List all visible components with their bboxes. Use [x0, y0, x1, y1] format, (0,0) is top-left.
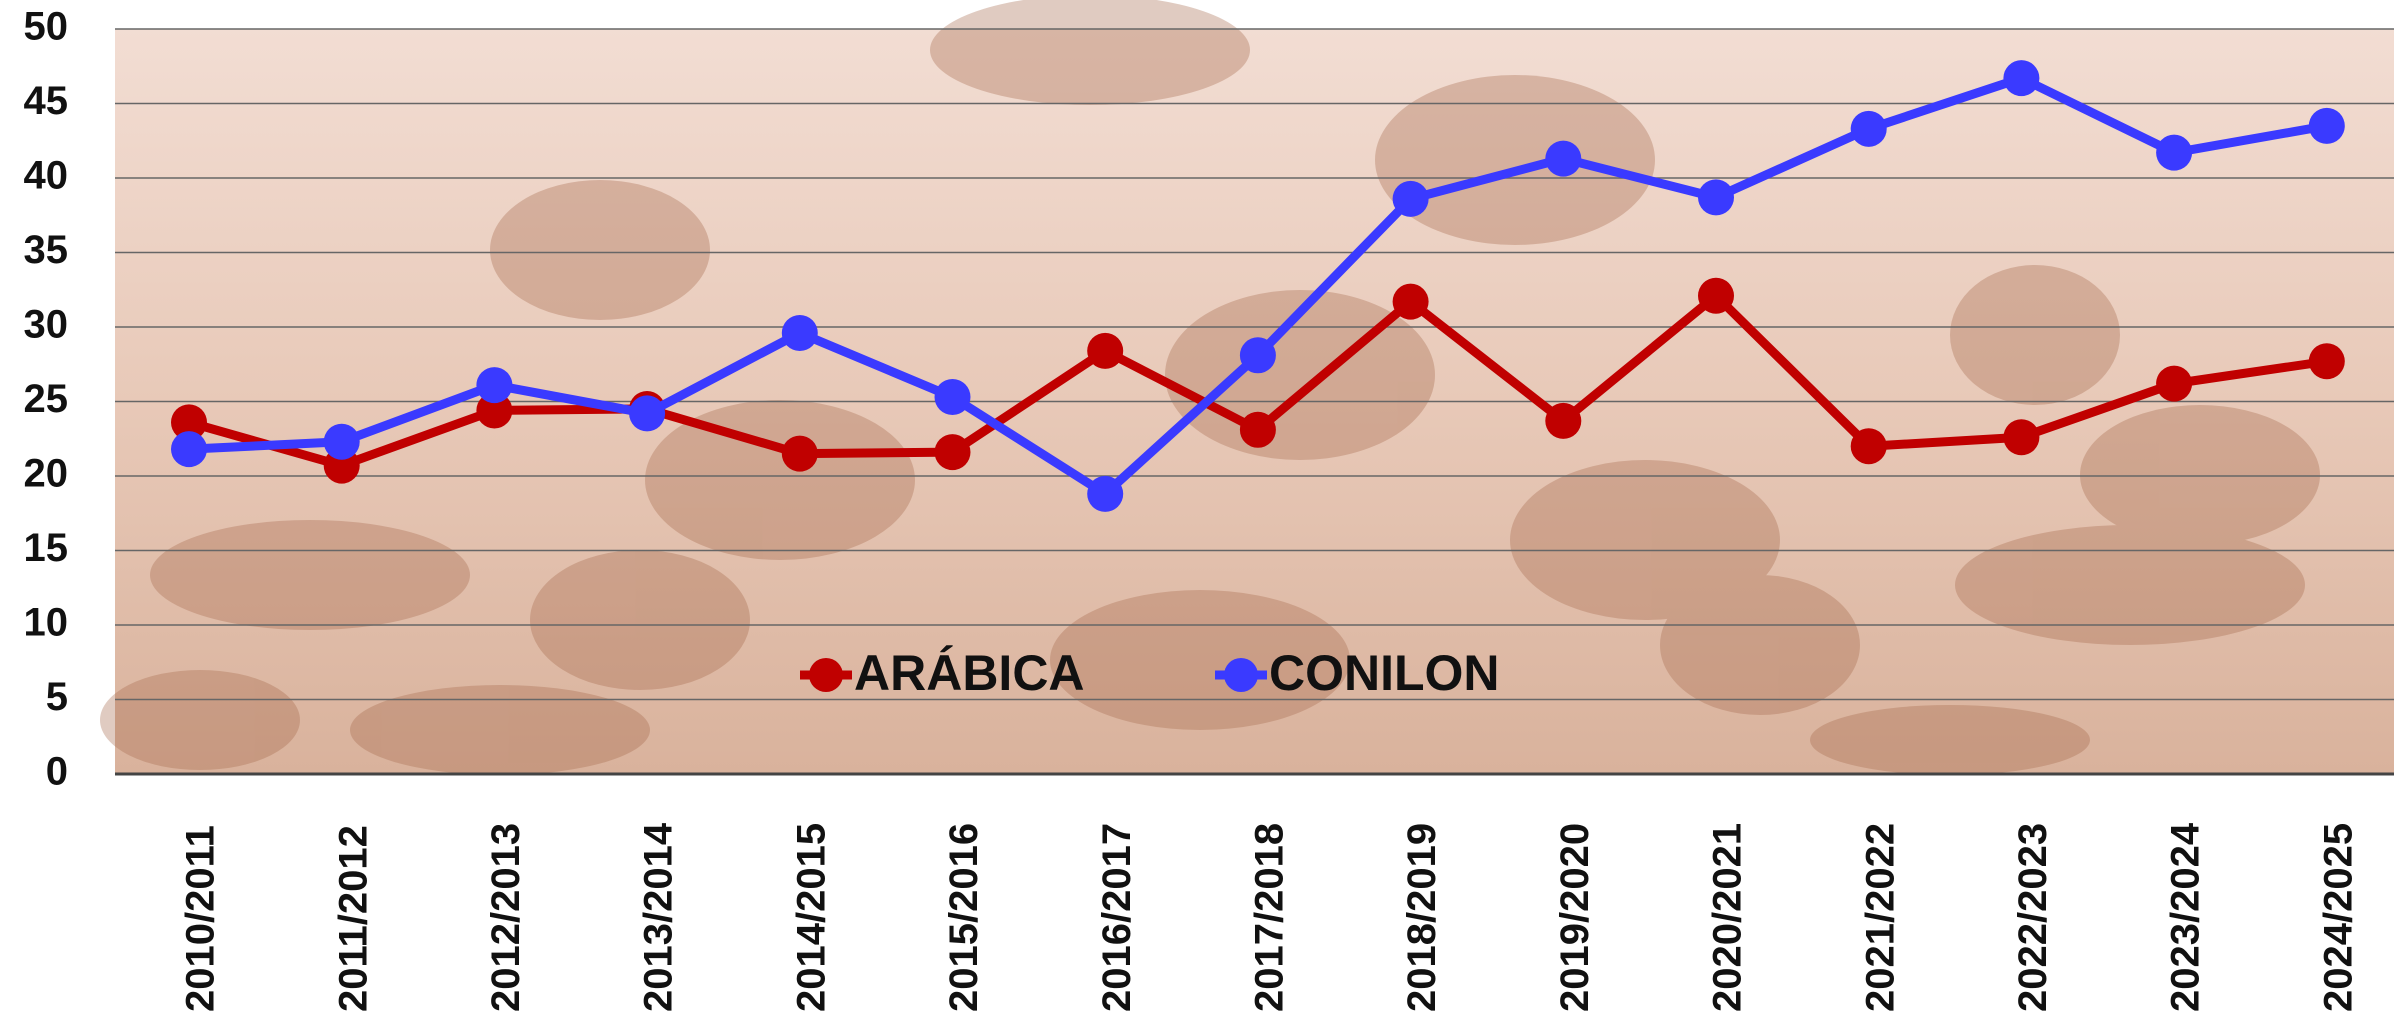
- data-point: [1087, 333, 1123, 369]
- data-point: [1393, 284, 1429, 320]
- legend-label: ARÁBICA: [854, 645, 1085, 701]
- data-point: [1545, 403, 1581, 439]
- data-point: [1393, 181, 1429, 217]
- data-point: [2156, 366, 2192, 402]
- y-tick-label: 35: [24, 228, 69, 272]
- legend-marker: [1224, 658, 1258, 692]
- x-tick-label: 2013/2014: [637, 822, 681, 1012]
- x-tick-label: 2010/2011: [179, 825, 223, 1012]
- x-tick-label: 2019/2020: [1553, 823, 1597, 1012]
- legend-label: CONILON: [1269, 645, 1500, 701]
- data-point: [476, 367, 512, 403]
- x-tick-label: 2015/2016: [942, 823, 986, 1012]
- data-point: [171, 431, 207, 467]
- x-tick-label: 2017/2018: [1247, 823, 1291, 1012]
- data-point: [1087, 476, 1123, 512]
- y-tick-label: 30: [24, 303, 69, 347]
- y-tick-label: 50: [24, 5, 69, 49]
- data-point: [935, 434, 971, 470]
- x-tick-label: 2021/2022: [1858, 823, 1902, 1012]
- data-point: [1545, 141, 1581, 177]
- data-point: [1240, 337, 1276, 373]
- y-tick-label: 5: [46, 675, 68, 719]
- x-tick-label: 2016/2017: [1095, 823, 1139, 1012]
- data-point: [2003, 419, 2039, 455]
- data-point: [1851, 428, 1887, 464]
- x-tick-label: 2020/2021: [1706, 823, 1750, 1012]
- y-tick-label: 10: [24, 601, 69, 645]
- legend-marker: [809, 658, 843, 692]
- data-point: [2309, 108, 2345, 144]
- y-tick-label: 15: [24, 526, 69, 570]
- y-tick-label: 0: [46, 750, 68, 794]
- data-point: [1851, 111, 1887, 147]
- y-tick-label: 25: [24, 377, 69, 421]
- data-point: [1698, 278, 1734, 314]
- y-tick-label: 45: [24, 79, 69, 123]
- data-point: [2309, 343, 2345, 379]
- x-tick-label: 2011/2012: [331, 825, 375, 1012]
- y-tick-label: 20: [24, 452, 69, 496]
- x-tick-label: 2023/2024: [2164, 822, 2208, 1012]
- x-tick-label: 2014/2015: [789, 823, 833, 1012]
- data-point: [782, 436, 818, 472]
- plot-background: [100, 0, 2394, 775]
- data-point: [2003, 60, 2039, 96]
- data-point: [629, 395, 665, 431]
- data-point: [2156, 135, 2192, 171]
- x-tick-label: 2012/2013: [484, 823, 528, 1012]
- x-tick-label: 2022/2023: [2011, 823, 2055, 1012]
- data-point: [1698, 179, 1734, 215]
- x-tick-label: 2018/2019: [1400, 823, 1444, 1012]
- data-point: [935, 379, 971, 415]
- data-point: [1240, 412, 1276, 448]
- y-tick-label: 40: [24, 154, 69, 198]
- data-point: [782, 315, 818, 351]
- data-point: [324, 424, 360, 460]
- x-tick-label: 2024/2025: [2316, 823, 2360, 1012]
